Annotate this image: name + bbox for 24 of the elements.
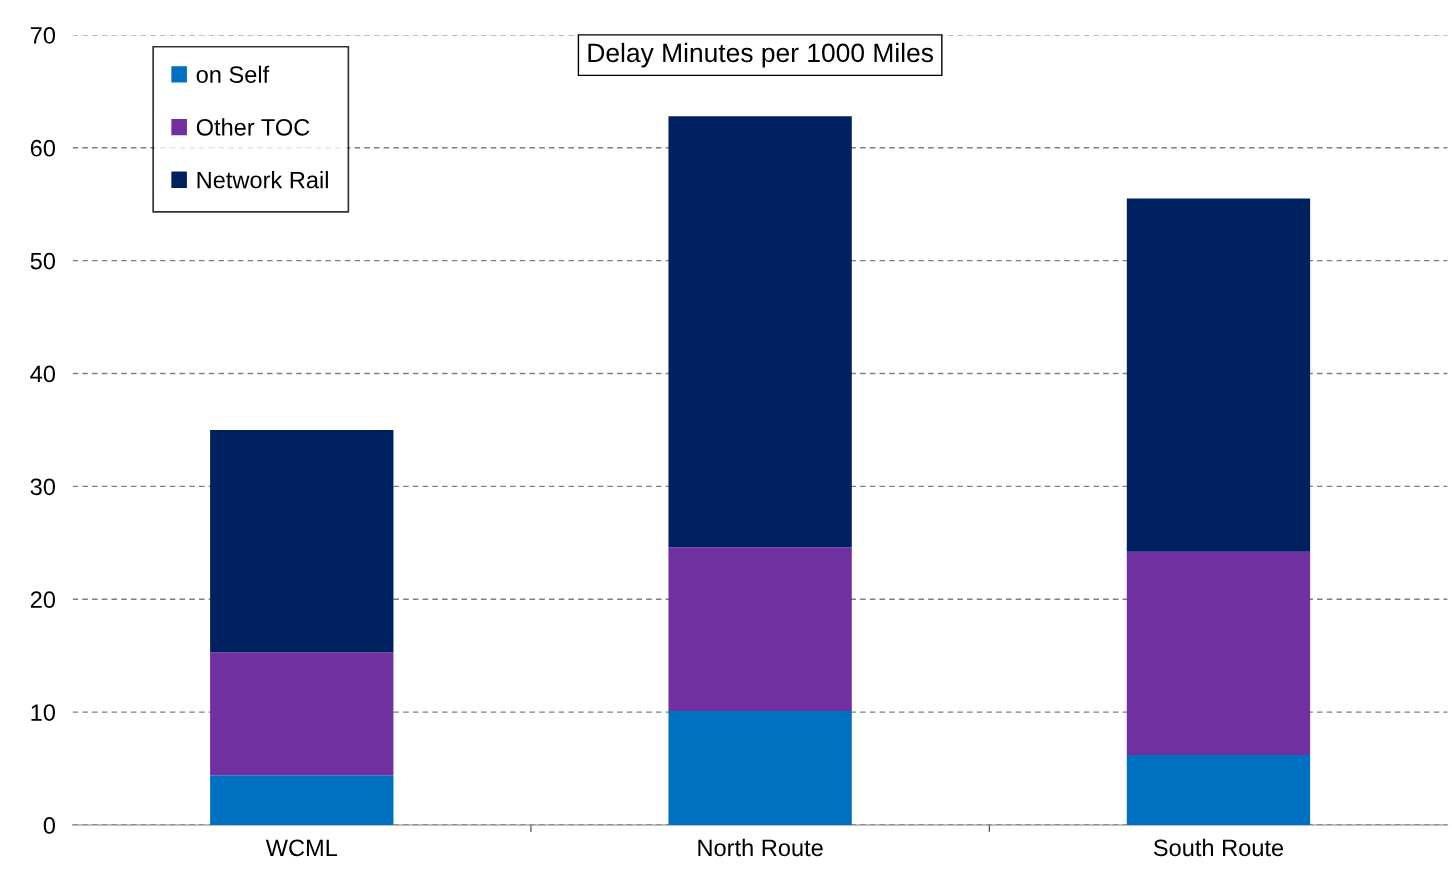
y-tick-label: 40 [30, 365, 56, 383]
bar [210, 652, 394, 776]
x-tick-label: North Route [698, 838, 823, 857]
y-tick-label: 60 [30, 139, 56, 157]
bar [668, 116, 852, 548]
bar [1126, 551, 1311, 756]
y-tick-label: 30 [30, 478, 56, 496]
bar [1126, 755, 1311, 825]
y-tick-label: 70 [30, 26, 56, 44]
chart-title: Delay Minutes per 1000 Miles [588, 42, 933, 68]
legend-label: on Self [196, 65, 270, 83]
bar [668, 710, 852, 825]
x-tick-label: South Route [1153, 838, 1284, 857]
y-tick-label: 20 [30, 591, 56, 609]
y-tick-label: 0 [43, 817, 56, 834]
bar [210, 429, 394, 653]
legend-label: Other TOC [196, 118, 310, 136]
y-tick-label: 50 [30, 252, 56, 270]
bar [210, 775, 394, 825]
bar [668, 547, 852, 711]
legend-label: Network Rail [197, 171, 328, 189]
y-tick-label: 10 [31, 704, 56, 721]
x-tick-label: WCML [265, 839, 338, 857]
bar [1126, 198, 1311, 552]
